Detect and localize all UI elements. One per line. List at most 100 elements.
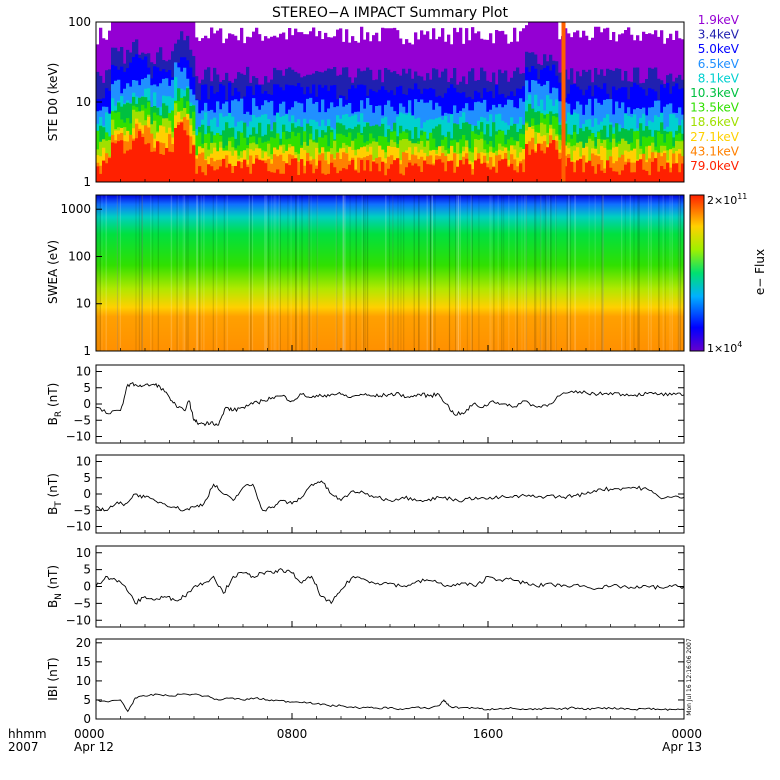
swea-streak bbox=[540, 195, 542, 351]
swea-ytick-label: 10 bbox=[76, 297, 91, 311]
swea-streak bbox=[677, 195, 679, 351]
swea-streak bbox=[97, 195, 99, 351]
swea-streak bbox=[679, 195, 681, 351]
ste-legend-entry: 5.0keV bbox=[698, 42, 740, 56]
swea-streak bbox=[171, 195, 173, 351]
ste-legend-entry: 1.9keV bbox=[698, 13, 740, 27]
swea-streak bbox=[200, 195, 202, 351]
swea-streak bbox=[539, 195, 542, 351]
x-tick-label: 0000 bbox=[671, 727, 702, 741]
swea-streak bbox=[489, 195, 491, 351]
swea-streak bbox=[602, 195, 604, 351]
ste-legend-entry: 3.4keV bbox=[698, 28, 740, 42]
swea-streak bbox=[448, 195, 451, 351]
swea-streak bbox=[413, 195, 415, 351]
bn-ytick-label: 0 bbox=[83, 580, 91, 594]
swea-streak bbox=[301, 195, 303, 351]
swea-streak bbox=[455, 195, 457, 351]
swea-streak bbox=[342, 195, 344, 351]
swea-streak bbox=[385, 195, 387, 351]
swea-streak bbox=[99, 195, 101, 351]
swea-streak bbox=[543, 195, 545, 351]
bt-ytick-label: 0 bbox=[83, 487, 91, 501]
swea-streak bbox=[429, 195, 431, 351]
swea-streak bbox=[637, 195, 639, 351]
bn-ytick-label: 5 bbox=[83, 563, 91, 577]
swea-streak bbox=[678, 195, 680, 351]
swea-streak bbox=[501, 195, 503, 351]
swea-streak bbox=[308, 195, 311, 351]
swea-streak bbox=[601, 195, 603, 351]
plot-title: STEREO−A IMPACT Summary Plot bbox=[272, 5, 509, 21]
swea-streak bbox=[196, 195, 198, 351]
swea-streak bbox=[135, 195, 137, 351]
year-label: 2007 bbox=[8, 740, 39, 754]
swea-streak bbox=[116, 195, 118, 351]
swea-streak bbox=[152, 195, 154, 351]
x-tick-date: Apr 12 bbox=[74, 740, 114, 754]
swea-ytick-label: 1000 bbox=[60, 202, 91, 216]
swea-streak bbox=[177, 195, 179, 351]
ste-legend-entry: 13.5keV bbox=[690, 101, 740, 115]
swea-streak bbox=[141, 195, 143, 351]
ste-band-11 bbox=[96, 122, 685, 182]
br-ytick-label: −10 bbox=[66, 430, 91, 444]
swea-streak bbox=[633, 195, 635, 351]
hhmm-label: hhmm bbox=[8, 727, 47, 741]
swea-streak bbox=[141, 195, 143, 351]
bn-ytick-label: 10 bbox=[76, 546, 91, 560]
swea-streak bbox=[434, 195, 436, 351]
ste-ytick-label: 100 bbox=[68, 15, 91, 29]
swea-streak bbox=[250, 195, 252, 351]
swea-streak bbox=[431, 195, 433, 351]
swea-streak bbox=[478, 195, 480, 351]
swea-streak bbox=[545, 195, 547, 351]
swea-streak bbox=[671, 195, 673, 351]
swea-streak bbox=[182, 195, 184, 351]
swea-streak bbox=[316, 195, 318, 351]
swea-streak bbox=[400, 195, 402, 351]
swea-streak bbox=[349, 195, 351, 351]
swea-streak bbox=[343, 195, 345, 351]
colorbar bbox=[689, 194, 705, 352]
swea-streak bbox=[307, 195, 309, 351]
swea-streak bbox=[549, 195, 552, 351]
swea-streak bbox=[183, 195, 186, 351]
bmag-ytick-label: 10 bbox=[76, 674, 91, 688]
swea-streak bbox=[248, 195, 250, 351]
swea-streak bbox=[392, 195, 394, 351]
swea-streak bbox=[212, 195, 214, 351]
swea-panel: 1 10 100 1000 SWEA (eV) 2×1011 1×104 e− Flu… bbox=[46, 192, 767, 358]
swea-streak bbox=[503, 195, 505, 351]
swea-streak bbox=[459, 195, 461, 351]
swea-streak bbox=[278, 195, 280, 351]
swea-streak bbox=[493, 195, 495, 351]
bn-ylabel: BN (nT) bbox=[46, 565, 64, 608]
ste-legend-entry: 27.1keV bbox=[690, 130, 740, 144]
swea-streak bbox=[388, 195, 391, 351]
ste-legend-entry: 10.3keV bbox=[690, 86, 740, 100]
bmag-ytick-label: 0 bbox=[83, 712, 91, 726]
swea-streak bbox=[385, 195, 387, 351]
swea-streak bbox=[310, 195, 312, 351]
swea-streak bbox=[367, 195, 369, 351]
swea-streak bbox=[138, 195, 140, 351]
swea-streak bbox=[141, 195, 143, 351]
swea-streak bbox=[251, 195, 254, 351]
swea-streak bbox=[203, 195, 205, 351]
swea-streak bbox=[308, 195, 310, 351]
swea-streak bbox=[514, 195, 517, 351]
swea-streak bbox=[535, 195, 537, 351]
colorbar-max: 2×1011 bbox=[707, 192, 747, 207]
x-tick-label: 0800 bbox=[277, 727, 308, 741]
swea-streak bbox=[418, 195, 420, 351]
swea-ytick-label: 1 bbox=[83, 344, 91, 358]
ste-legend-entry: 43.1keV bbox=[690, 144, 740, 158]
swea-streak bbox=[664, 195, 666, 351]
bmag-ytick-label: 20 bbox=[76, 636, 91, 650]
colorbar-min: 1×104 bbox=[707, 340, 742, 355]
x-tick-label: 1600 bbox=[473, 727, 504, 741]
swea-streak bbox=[275, 195, 277, 351]
swea-streak bbox=[363, 195, 365, 351]
swea-streak bbox=[647, 195, 650, 351]
